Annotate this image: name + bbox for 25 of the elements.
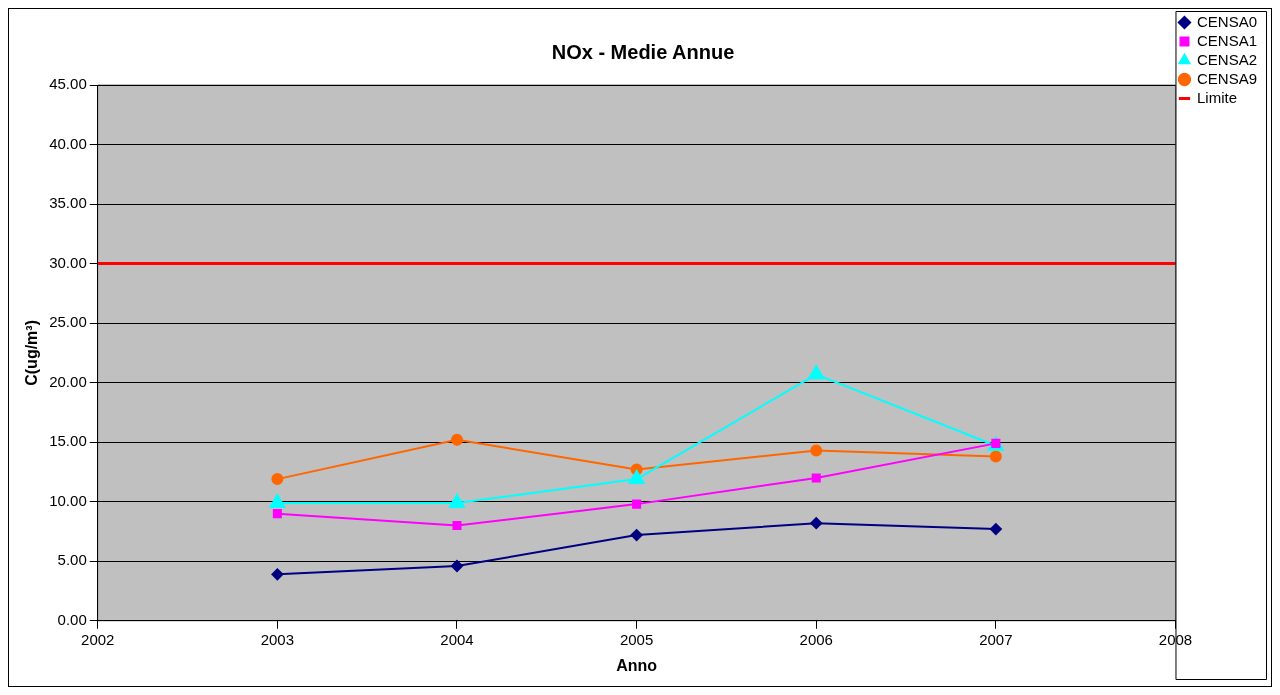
- y-axis-title: C(ug/m³): [23, 320, 41, 386]
- x-tick-label: 2004: [440, 630, 474, 648]
- legend-label: CENSA1: [1196, 31, 1258, 49]
- y-tick-label: 10.00: [49, 491, 87, 509]
- y-tick-label: 45.00: [49, 75, 87, 93]
- y-tick-label: 20.00: [49, 372, 87, 390]
- x-tick-label: 2003: [260, 630, 295, 648]
- x-tick-label: 2007: [979, 630, 1013, 648]
- y-tick-label: 0.00: [57, 610, 87, 628]
- y-tick-label: 30.00: [49, 253, 87, 271]
- y-tick-label: 5.00: [57, 551, 87, 569]
- y-tick-label: 40.00: [49, 134, 87, 152]
- legend-label: CENSA2: [1196, 50, 1258, 68]
- legend-label: Limite: [1196, 88, 1237, 106]
- x-tick-label: 2008: [1158, 630, 1193, 648]
- y-tick-label: 35.00: [49, 194, 87, 212]
- legend-label: CENSA0: [1196, 12, 1258, 30]
- y-tick-label: 15.00: [49, 432, 87, 450]
- x-tick-label: 2005: [619, 630, 654, 648]
- x-tick-label: 2002: [81, 630, 115, 648]
- legend-label: CENSA9: [1196, 69, 1258, 87]
- chart-title: NOx - Medie Annue: [551, 40, 735, 63]
- x-tick-label: 2006: [799, 630, 833, 648]
- x-axis-title: Anno: [616, 656, 658, 674]
- y-tick-label: 25.00: [49, 313, 87, 331]
